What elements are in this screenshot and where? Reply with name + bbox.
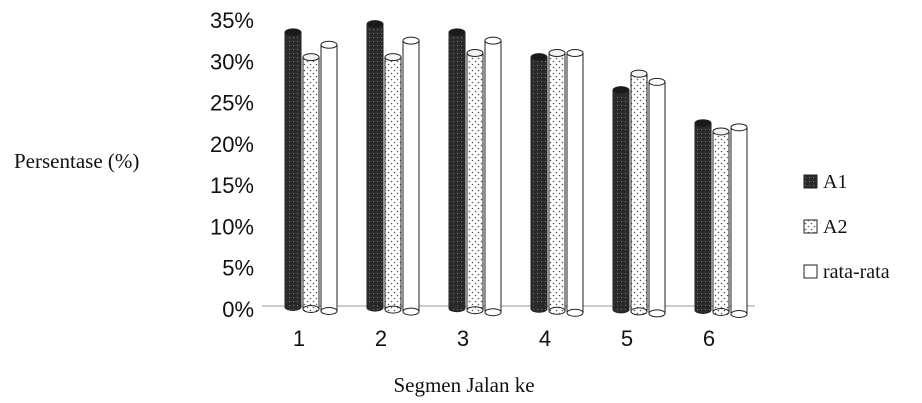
y-tick-label: 0%	[222, 297, 254, 322]
bar-A1-5	[612, 86, 630, 314]
legend-item-A1: A1	[803, 171, 847, 193]
legend-swatch	[803, 174, 818, 189]
bar-A1-4	[530, 53, 548, 313]
bar-rata-rata-1	[320, 40, 338, 315]
bar-A2-5	[630, 69, 648, 316]
y-tick-label: 35%	[210, 8, 254, 33]
x-tick-label: 6	[703, 326, 715, 351]
bar-rata-rata-5	[648, 77, 666, 318]
y-tick-label: 30%	[210, 49, 254, 74]
legend-label: rata-rata	[823, 261, 890, 283]
bar-A2-1	[302, 53, 320, 313]
y-tick-label: 10%	[210, 214, 254, 239]
bar-A2-6	[712, 127, 730, 316]
x-tick-label: 1	[293, 326, 305, 351]
bar-A1-1	[284, 28, 302, 311]
bar-A1-3	[448, 28, 466, 313]
legend-swatch	[803, 219, 818, 234]
bar-rata-rata-4	[566, 49, 584, 317]
legend-label: A2	[823, 216, 847, 238]
bar-A1-2	[366, 20, 384, 312]
bars	[284, 20, 748, 318]
x-tick-label: 2	[375, 326, 387, 351]
bar-A1-6	[694, 119, 712, 314]
bar-A2-3	[466, 49, 484, 315]
bar-A2-4	[548, 49, 566, 315]
x-tick-label: 4	[539, 326, 551, 351]
x-tick-label: 3	[457, 326, 469, 351]
y-axis-title: Persentase (%)	[14, 149, 139, 173]
bar-rata-rata-6	[730, 123, 748, 318]
y-tick-label: 25%	[210, 91, 254, 116]
y-tick-label: 15%	[210, 173, 254, 198]
legend-label: A1	[823, 171, 847, 193]
y-tick-label: 20%	[210, 132, 254, 157]
legend-item-rata-rata: rata-rata	[803, 261, 890, 283]
x-tick-label: 5	[621, 326, 633, 351]
bar-A2-2	[384, 53, 402, 314]
bar-rata-rata-3	[484, 36, 502, 317]
legend-swatch	[803, 264, 818, 279]
legend: A1 A2 rata-rata	[803, 171, 890, 283]
bar-rata-rata-2	[402, 36, 420, 316]
y-tick-label: 5%	[222, 256, 254, 281]
legend-item-A2: A2	[803, 216, 847, 238]
x-ticks: 1 2 3 4 5 6	[293, 326, 715, 351]
y-ticks: 0% 5% 10% 15% 20% 25% 30% 35%	[210, 8, 254, 322]
x-axis-title: Segmen Jalan ke	[393, 373, 534, 397]
